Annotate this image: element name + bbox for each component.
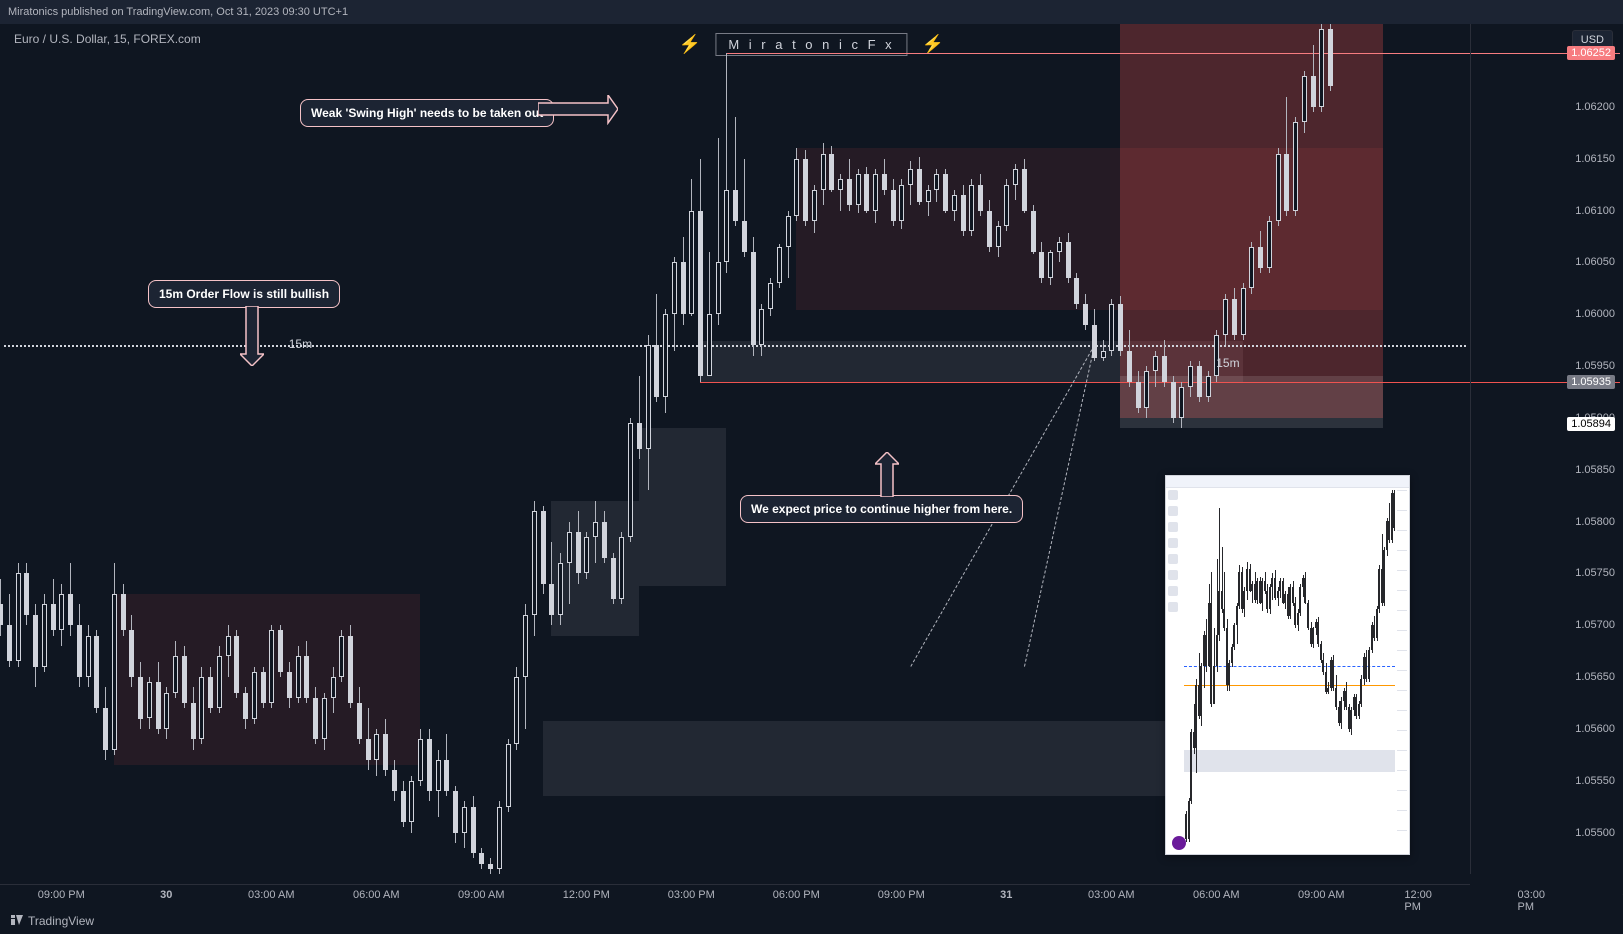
publisher-bar: Miratonics published on TradingView.com,… [0, 0, 1623, 24]
price-tick: 1.06050 [1575, 256, 1615, 268]
inset-chart [1165, 475, 1410, 855]
time-tick: 03:00 PM [668, 889, 715, 901]
dotted-level-line [4, 345, 1466, 347]
price-marker: 1.05894 [1567, 417, 1615, 431]
time-tick: 12:00 PM [563, 889, 610, 901]
price-axis[interactable]: 1.062501.062001.061501.061001.060501.060… [1470, 24, 1623, 874]
time-axis[interactable]: 09:00 PM 30 03:00 AM 06:00 AM 09:00 AM 12:00 … [0, 884, 1470, 908]
price-tick: 1.05550 [1575, 775, 1615, 787]
level-label: 15m [289, 337, 312, 351]
chart-zone [1120, 24, 1383, 418]
callout-tail-icon [240, 306, 264, 366]
callout-swing-high: Weak 'Swing High' needs to be taken out [300, 99, 554, 127]
time-tick: 03:00 PM [1517, 889, 1545, 913]
tradingview-icon [10, 914, 24, 928]
price-tick: 1.06150 [1575, 153, 1615, 165]
time-tick: 09:00 AM [1298, 889, 1344, 901]
price-tick: 1.05650 [1575, 671, 1615, 683]
price-tick: 1.06000 [1575, 308, 1615, 320]
time-tick: 06:00 AM [1193, 889, 1239, 901]
time-tick: 12:00 PM [1404, 889, 1448, 913]
time-tick: 03:00 AM [1088, 889, 1134, 901]
callout-tail-icon [538, 95, 618, 125]
time-tick: 06:00 PM [773, 889, 820, 901]
callout-expect: We expect price to continue higher from … [740, 495, 1023, 523]
callout-tail-icon [875, 452, 899, 497]
time-tick: 09:00 AM [458, 889, 504, 901]
price-marker: 1.05935 [1567, 375, 1615, 389]
price-tick: 1.06200 [1575, 101, 1615, 113]
chart-zone [639, 428, 727, 586]
price-marker: 1.06252 [1567, 46, 1615, 60]
price-tick: 1.05800 [1575, 516, 1615, 528]
price-tick: 1.05600 [1575, 723, 1615, 735]
chart-zone [543, 721, 1243, 797]
zone-label: 15m [1216, 356, 1239, 370]
price-tick: 1.05950 [1575, 360, 1615, 372]
price-tick: 1.05500 [1575, 827, 1615, 839]
forecast-line [1024, 345, 1095, 667]
price-tick: 1.05700 [1575, 619, 1615, 631]
callout-order-flow: 15m Order Flow is still bullish [148, 280, 340, 308]
time-tick: 09:00 PM [38, 889, 85, 901]
chart-zone [1120, 376, 1383, 428]
time-tick: 06:00 AM [353, 889, 399, 901]
time-tick: 03:00 AM [248, 889, 294, 901]
price-tick: 1.06100 [1575, 205, 1615, 217]
price-tick: 1.05750 [1575, 567, 1615, 579]
publish-text: Miratonics published on TradingView.com,… [8, 6, 348, 18]
time-tick: 30 [160, 889, 172, 901]
time-tick: 31 [1000, 889, 1012, 901]
price-tick: 1.05850 [1575, 464, 1615, 476]
footer-brand: TradingView [10, 914, 94, 928]
time-tick: 09:00 PM [878, 889, 925, 901]
